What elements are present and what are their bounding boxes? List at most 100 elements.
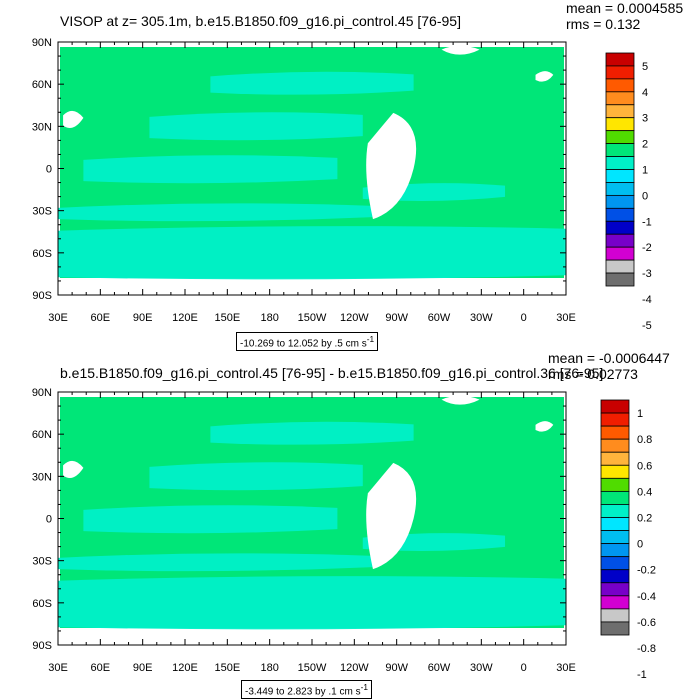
colorbar-label: -2	[642, 242, 652, 254]
negative-band	[58, 576, 566, 630]
colorbar-label: -1	[637, 669, 647, 681]
land-mask	[441, 45, 480, 55]
colorbar-cell	[600, 530, 630, 545]
y-tick-label: 30N	[32, 471, 52, 483]
y-tick-label: 30S	[32, 556, 52, 568]
land-mask	[535, 71, 554, 82]
colorbar-label: 0.4	[637, 486, 652, 498]
colorbar-cell	[605, 272, 635, 287]
x-tick-label: 60E	[91, 312, 111, 324]
colorbar-label: -3	[642, 268, 652, 280]
colorbar-label: 0	[642, 190, 648, 202]
y-tick-label: 60S	[32, 598, 52, 610]
colorbar-cell	[600, 582, 630, 597]
colorbar-label: -0.2	[637, 565, 656, 577]
colorbar-cell	[600, 621, 630, 636]
rms-stat: rms = 0.132	[566, 16, 641, 32]
y-tick-label: 90N	[32, 387, 52, 399]
negative-band	[83, 505, 338, 534]
y-tick-label: 30N	[32, 121, 52, 133]
rms-stat: rms = 0.02773	[548, 366, 638, 382]
colorbar-cell	[600, 477, 630, 492]
x-tick-label: 120E	[172, 312, 198, 324]
y-tick-label: 30S	[32, 206, 52, 218]
x-tick-label: 30W	[470, 312, 493, 324]
mean-stat: mean = -0.0006447	[548, 350, 670, 366]
colorbar-label: -4	[642, 294, 652, 306]
colorbar-cell	[605, 259, 635, 274]
x-tick-label: 90E	[133, 312, 153, 324]
colorbar-cell	[600, 543, 630, 558]
colorbar-cell	[600, 464, 630, 479]
x-tick-label: 180	[260, 662, 278, 674]
x-tick-label: 30E	[556, 662, 576, 674]
colorbar-cell	[605, 246, 635, 261]
colorbar-cell	[600, 556, 630, 571]
colorbar-cell	[600, 425, 630, 440]
colorbar-cell	[600, 438, 630, 453]
x-tick-label: 30E	[556, 312, 576, 324]
land-mask	[63, 110, 84, 129]
x-tick-label: 90W	[385, 312, 408, 324]
negative-band	[149, 112, 363, 141]
land-mask	[366, 462, 417, 570]
colorbar-cell	[605, 156, 635, 170]
y-tick-label: 90S	[32, 290, 52, 302]
contour-range-sup: -1	[360, 682, 369, 692]
colorbar-cell	[605, 78, 635, 93]
chart-title: b.e15.B1850.f09_g16.pi_control.45 [76-95…	[60, 365, 604, 381]
x-tick-label: 60E	[91, 662, 111, 674]
land-mask	[63, 460, 84, 479]
x-tick-label: 180	[260, 312, 278, 324]
colorbar-label: 0.6	[637, 460, 652, 472]
chart-title: VISOP at z= 305.1m, b.e15.B1850.f09_g16.…	[60, 13, 461, 29]
colorbar-label: 3	[642, 113, 648, 125]
colorbar-cell	[605, 52, 635, 67]
y-tick-label: 0	[46, 164, 52, 176]
colorbar-label: -5	[642, 320, 652, 332]
contour-range-text: -3.449 to 2.823 by .1 cm s	[245, 686, 361, 698]
colorbar-label: -0.4	[637, 591, 656, 603]
x-tick-label: 150E	[214, 312, 240, 324]
negative-band	[58, 203, 373, 222]
x-tick-label: 90W	[385, 662, 408, 674]
colorbar-cell	[600, 517, 630, 531]
land-mask	[535, 421, 554, 432]
y-tick-label: 0	[46, 514, 52, 526]
colorbar-cell	[600, 451, 630, 466]
colorbar-cell	[605, 220, 635, 235]
land-mask	[366, 112, 417, 220]
colorbar-label: -0.6	[637, 617, 656, 629]
colorbar-cell	[605, 207, 635, 222]
x-tick-label: 0	[521, 662, 527, 674]
x-tick-label: 120E	[172, 662, 198, 674]
colorbar-cell	[605, 194, 635, 209]
colorbar-cell	[600, 399, 630, 414]
y-tick-label: 60N	[32, 79, 52, 91]
plot-2: 90N 60N 30N 0 30S 60S 90S 30E 60E 90E 120E 150E 180 1…	[32, 387, 656, 681]
colorbar-label: 0.8	[637, 434, 652, 446]
negative-band	[210, 71, 414, 95]
contour-range-text: -10.269 to 12.052 by .5 cm s	[240, 338, 367, 350]
colorbar-label: 4	[642, 87, 648, 99]
contour-range-sup: -1	[366, 334, 375, 344]
colorbar-label: 0.2	[637, 513, 652, 525]
x-tick-label: 30W	[470, 662, 493, 674]
x-tick-label: 60W	[428, 312, 451, 324]
x-tick-label: 30E	[48, 312, 68, 324]
y-tick-label: 90N	[32, 37, 52, 49]
negative-band	[58, 226, 566, 280]
colorbar-label: 1	[642, 165, 648, 177]
x-tick-label: 120W	[340, 662, 369, 674]
colorbar-cell	[605, 169, 635, 183]
colorbar-label: -1	[642, 216, 652, 228]
colorbar-label: 2	[642, 139, 648, 151]
colorbar-cell	[600, 412, 630, 427]
colorbar-label: 0	[637, 539, 643, 551]
negative-band	[83, 155, 338, 184]
contour-range-label: -3.449 to 2.823 by .1 cm s-1	[241, 680, 373, 700]
x-tick-label: 60W	[428, 662, 451, 674]
colorbar-cell	[605, 104, 635, 119]
colorbar-cell	[605, 143, 635, 157]
x-tick-label: 150E	[214, 662, 240, 674]
